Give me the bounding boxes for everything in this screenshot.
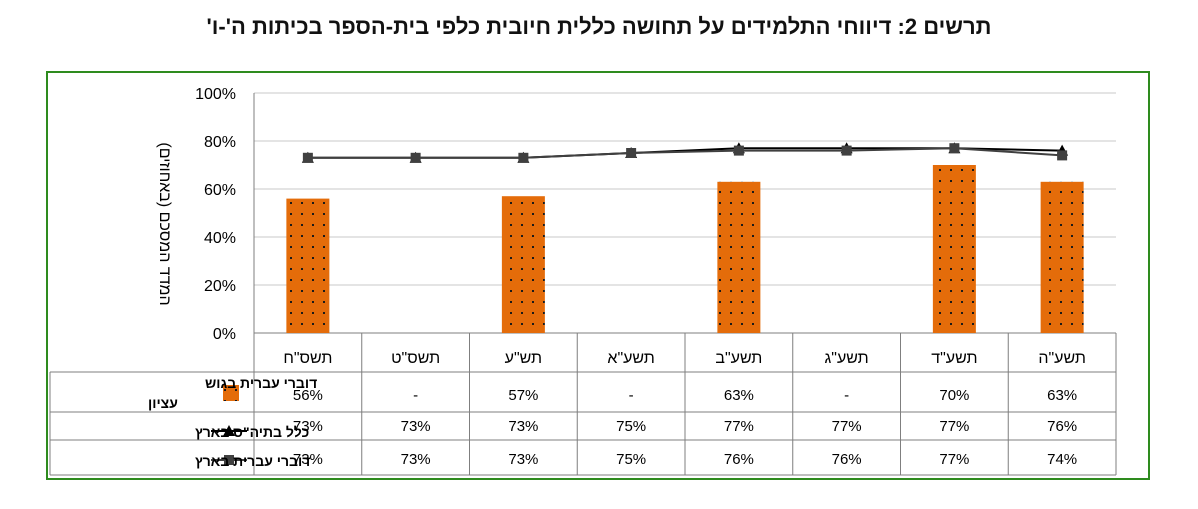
table-cell: - — [413, 387, 418, 404]
point-square — [1057, 150, 1068, 161]
table-cell: 77% — [939, 418, 969, 435]
bar — [932, 165, 976, 333]
table-cell: 76% — [832, 451, 862, 468]
x-tick-label: תשס"ח — [283, 350, 332, 367]
point-square — [949, 143, 960, 154]
legend-label: עציון — [148, 395, 178, 411]
table-cell: 75% — [616, 451, 646, 468]
x-tick-label: תש"ע — [505, 350, 542, 367]
legend-square-swatch — [224, 455, 234, 465]
x-tick-label: תשע"ב — [715, 350, 762, 367]
table-cell: 77% — [939, 451, 969, 468]
chart-title: תרשים 2: דיווחי התלמידים על תחושה כללית … — [206, 14, 992, 39]
point-square — [841, 145, 852, 156]
table-cell: 73% — [401, 418, 431, 435]
bar — [717, 181, 761, 333]
table-cell: 73% — [401, 451, 431, 468]
y-tick-label: 40% — [204, 230, 236, 247]
point-square — [410, 152, 421, 163]
y-tick-label: 60% — [204, 182, 236, 199]
table-cell: - — [629, 387, 634, 404]
table-cell: 73% — [508, 451, 538, 468]
table-cell: 57% — [508, 387, 538, 404]
table-cell: 77% — [724, 418, 754, 435]
x-tick-label: תשע"ה — [1038, 350, 1086, 367]
series-line — [307, 147, 1063, 159]
legend-label: דוברי עברית בארץ — [195, 453, 310, 469]
table-cell: 73% — [293, 451, 323, 468]
table-cell: 77% — [832, 418, 862, 435]
point-square — [733, 145, 744, 156]
y-axis-label: המדד המסכם (באחוזים) — [156, 142, 173, 305]
y-tick-label: 100% — [195, 86, 236, 103]
table-cell: 63% — [1047, 387, 1077, 404]
point-square — [518, 152, 529, 163]
table-cell: 56% — [293, 387, 323, 404]
table-cell: 74% — [1047, 451, 1077, 468]
table-cell: 76% — [724, 451, 754, 468]
y-tick-label: 0% — [213, 326, 236, 343]
point-square — [626, 148, 637, 158]
table-cell: 63% — [724, 387, 754, 404]
point-square — [302, 152, 313, 163]
legend-label: כלל בתיה"ס בארץ — [195, 424, 309, 440]
legend-bar-swatch — [223, 385, 239, 401]
table-cell: 76% — [1047, 418, 1077, 435]
legend-label: דוברי עברית בגוש — [205, 375, 317, 391]
table-cell: 73% — [508, 418, 538, 435]
table-cell: 70% — [939, 387, 969, 404]
x-tick-label: תשס"ט — [391, 350, 440, 367]
legend-triangle-swatch — [223, 425, 235, 436]
x-tick-label: תשע"ד — [931, 350, 977, 367]
table-cell: 75% — [616, 418, 646, 435]
table-cell: - — [844, 387, 849, 404]
chart-frame — [46, 71, 1150, 480]
y-tick-label: 80% — [204, 134, 236, 151]
bar — [1040, 181, 1084, 333]
x-tick-label: תשע"ג — [825, 350, 869, 367]
y-tick-label: 20% — [204, 278, 236, 295]
x-tick-label: תשע"א — [607, 350, 654, 367]
bar — [286, 198, 330, 333]
bar — [501, 196, 545, 333]
table-cell: 73% — [293, 418, 323, 435]
